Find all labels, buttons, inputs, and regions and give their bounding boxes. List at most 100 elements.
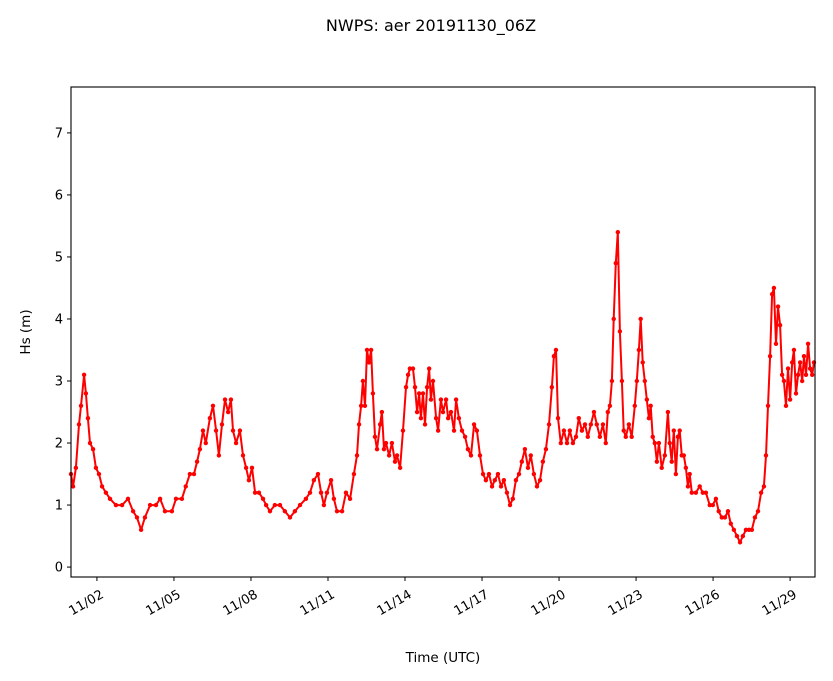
data-point — [130, 509, 136, 514]
data-point — [360, 378, 366, 384]
series-line — [70, 231, 815, 544]
data-point — [183, 484, 188, 489]
data-point — [579, 428, 585, 433]
data-point — [147, 502, 153, 508]
x-tick-label: 11/29 — [760, 587, 800, 619]
data-point — [605, 409, 611, 415]
y-tick-label: 6 — [55, 188, 63, 203]
data-point — [438, 397, 444, 402]
data-point — [420, 391, 426, 396]
data-point — [334, 509, 340, 514]
data-point — [667, 440, 672, 446]
data-point — [722, 515, 728, 520]
data-point — [311, 478, 317, 483]
data-point — [187, 471, 193, 477]
data-point — [779, 372, 785, 377]
y-tick-label: 5 — [55, 250, 63, 265]
data-point — [433, 416, 439, 421]
data-point — [638, 316, 643, 322]
data-point — [354, 453, 360, 458]
data-point — [543, 447, 549, 452]
data-point — [561, 428, 567, 433]
data-point — [397, 465, 403, 471]
data-point — [392, 459, 398, 464]
data-point — [498, 484, 504, 489]
data-point — [522, 447, 528, 452]
data-point — [443, 397, 449, 402]
data-point — [531, 471, 537, 477]
data-point — [626, 422, 632, 427]
data-point — [162, 509, 168, 514]
data-point — [78, 403, 84, 409]
y-axis: 0 1 2 3 4 5 6 7 — [55, 126, 71, 576]
data-point — [752, 515, 758, 520]
data-point — [426, 366, 432, 371]
data-point — [343, 490, 349, 495]
data-point — [267, 509, 273, 514]
x-tick-label: 11/11 — [298, 587, 338, 619]
data-point — [321, 502, 327, 508]
data-point — [650, 434, 655, 440]
data-point — [607, 403, 613, 409]
data-point — [207, 416, 213, 421]
data-point — [76, 422, 82, 427]
data-point — [636, 347, 642, 353]
data-point — [356, 422, 362, 427]
data-point — [777, 322, 783, 328]
data-point — [673, 471, 679, 477]
data-point — [233, 440, 239, 446]
data-point — [783, 403, 789, 409]
data-point — [573, 434, 579, 440]
data-point — [465, 447, 471, 452]
data-point — [551, 353, 557, 359]
data-point — [81, 372, 87, 377]
data-point — [83, 391, 89, 396]
data-point — [648, 403, 653, 409]
data-point — [483, 478, 489, 483]
data-point — [677, 428, 682, 433]
data-point — [424, 385, 430, 390]
data-point — [632, 403, 637, 409]
x-tick-label: 11/14 — [375, 587, 415, 619]
data-point — [765, 403, 771, 409]
data-point — [315, 471, 321, 477]
data-point — [451, 428, 457, 433]
data-point — [801, 353, 807, 359]
data-point — [700, 490, 706, 495]
data-point — [480, 471, 486, 477]
data-point — [169, 509, 175, 514]
data-point — [428, 397, 434, 402]
data-point — [553, 347, 559, 353]
data-point — [789, 360, 795, 365]
data-point — [339, 509, 345, 514]
data-point — [611, 316, 616, 322]
data-point — [351, 471, 357, 477]
data-point — [213, 428, 219, 433]
data-point — [609, 378, 615, 384]
data-point — [495, 471, 501, 477]
data-point — [697, 484, 702, 489]
data-point — [510, 496, 516, 502]
data-point — [191, 471, 197, 477]
data-point — [549, 385, 555, 390]
data-point — [200, 428, 206, 433]
data-point — [107, 496, 113, 502]
data-point — [516, 471, 522, 477]
data-point — [394, 453, 400, 458]
data-point — [374, 447, 380, 452]
data-point — [386, 453, 392, 458]
data-point — [703, 490, 709, 495]
data-point — [282, 509, 288, 514]
data-point — [621, 428, 626, 433]
data-point — [725, 509, 731, 514]
data-point — [528, 453, 534, 458]
data-point — [407, 366, 413, 371]
data-point — [675, 434, 681, 440]
data-point — [597, 434, 603, 440]
data-point — [634, 378, 640, 384]
axes-frame — [70, 86, 816, 578]
data-point — [654, 459, 660, 464]
y-tick-label: 7 — [55, 126, 63, 141]
data-point — [803, 372, 809, 377]
data-point — [243, 465, 249, 471]
